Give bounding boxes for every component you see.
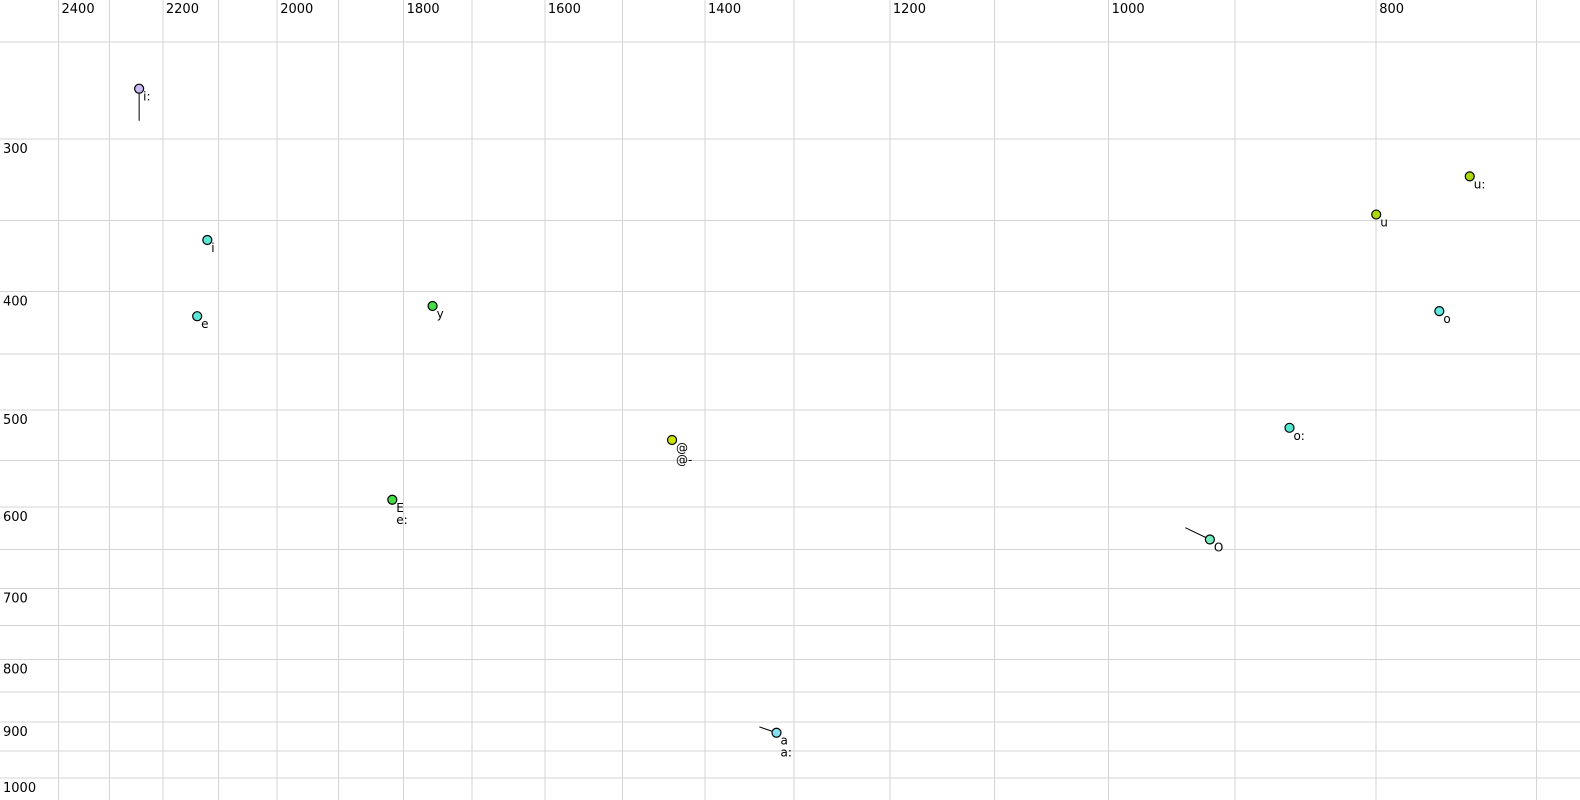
vowel-label-u: u <box>1380 216 1388 230</box>
x-axis-tick-1800: 1800 <box>407 2 440 17</box>
vowel-point-o: <box>1284 422 1295 433</box>
vowel-label-i:: i: <box>143 90 150 104</box>
vowel-point-u: <box>1464 171 1475 182</box>
y-axis-tick-500: 500 <box>3 413 28 428</box>
vowel-label-a: a <box>780 734 787 748</box>
x-axis-tick-1400: 1400 <box>708 2 741 17</box>
x-axis-tick-800: 800 <box>1379 2 1404 17</box>
vowel-label-o: o <box>1443 312 1450 326</box>
y-axis-tick-800: 800 <box>3 663 28 678</box>
vowel-point-y <box>427 300 438 312</box>
x-axis-tick-1600: 1600 <box>548 2 581 17</box>
vowel-point-o <box>1434 306 1445 317</box>
vowel-label-E: E <box>396 501 404 515</box>
y-axis-tick-700: 700 <box>3 592 28 607</box>
vowel-label-o:: o: <box>1293 429 1304 443</box>
y-axis-tick-300: 300 <box>3 142 28 157</box>
x-axis-tick-2000: 2000 <box>280 2 313 17</box>
vowel-label-e:: e: <box>396 513 407 527</box>
vowel-label-u:: u: <box>1474 177 1486 191</box>
vowel-point-i: <box>134 83 145 94</box>
y-axis-tick-600: 600 <box>3 510 28 525</box>
x-axis-tick-1000: 1000 <box>1112 2 1145 17</box>
vowel-label-e: e <box>201 317 208 331</box>
y-axis-tick-900: 900 <box>3 725 28 740</box>
y-axis-tick-1000: 1000 <box>3 781 36 796</box>
vowel-label-@: @ <box>676 441 688 455</box>
vowel-point-i <box>202 234 213 246</box>
vowel-point-O <box>1204 534 1215 545</box>
vowel-label-O: O <box>1214 540 1223 554</box>
vowel-label-i: i <box>211 241 214 255</box>
vowel-point-e <box>192 311 203 322</box>
vowel-point-E <box>387 494 398 505</box>
x-axis-tick-2400: 2400 <box>62 2 95 17</box>
y-axis-tick-400: 400 <box>3 295 28 310</box>
vowel-point-a <box>771 727 782 738</box>
vowel-point-@ <box>666 434 678 446</box>
x-axis-tick-1200: 1200 <box>893 2 926 17</box>
vowel-point-u <box>1371 209 1382 220</box>
vowel-label-@-: @- <box>676 453 692 467</box>
x-axis-tick-2200: 2200 <box>166 2 199 17</box>
vowel-label-a:: a: <box>780 746 791 760</box>
vowel-label-y: y <box>437 307 444 321</box>
